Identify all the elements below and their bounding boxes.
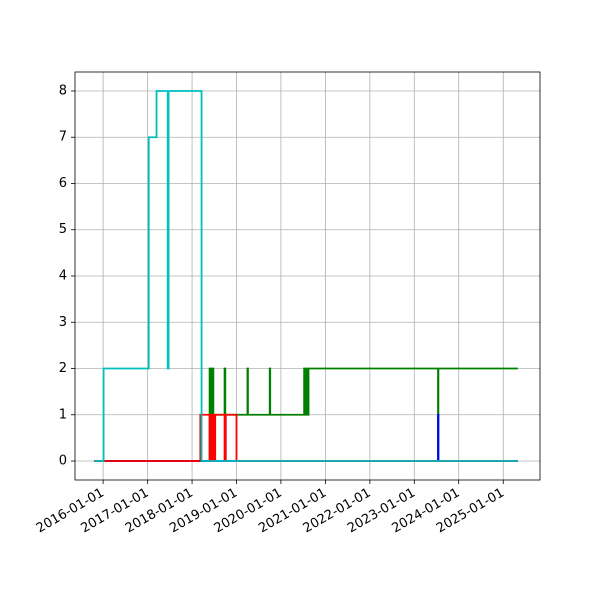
series-line (94, 413, 518, 462)
y-tick-label: 2 (59, 361, 67, 376)
y-tick-label: 1 (59, 407, 67, 422)
series-line (94, 413, 518, 462)
y-tick-label: 0 (59, 454, 67, 469)
axes-frame (74, 71, 541, 481)
y-tick-label: 4 (59, 269, 67, 284)
y-tick-label: 8 (59, 83, 67, 98)
y-tick-label: 3 (59, 315, 67, 330)
y-tick-label: 6 (59, 176, 67, 191)
y-tick-label: 5 (59, 222, 67, 237)
y-tick-label: 7 (59, 130, 67, 145)
series-line (94, 90, 518, 462)
series-line (94, 367, 518, 462)
